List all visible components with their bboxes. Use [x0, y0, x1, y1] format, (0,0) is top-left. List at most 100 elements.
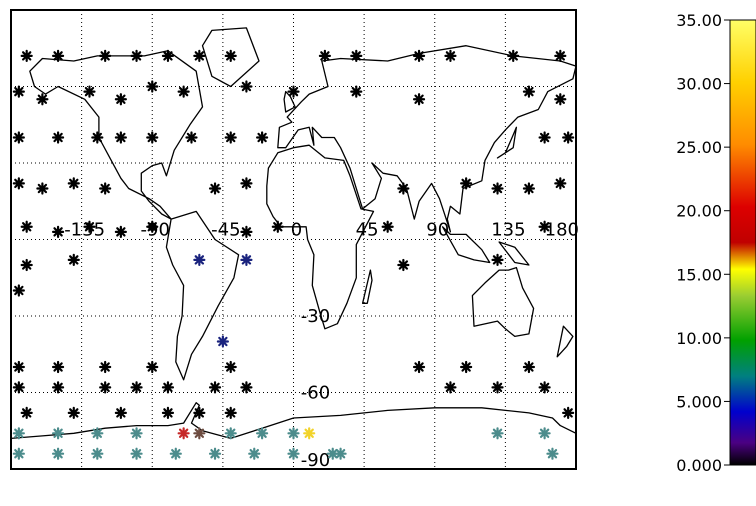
station-marker [398, 260, 408, 270]
station-marker [14, 87, 24, 97]
station-marker [336, 449, 346, 459]
colorbar-tick-label: 15.00 [676, 265, 722, 284]
station-marker [289, 428, 299, 438]
station-marker [53, 51, 63, 61]
station-marker [179, 87, 189, 97]
station-marker [100, 51, 110, 61]
station-marker [163, 382, 173, 392]
station-marker [540, 133, 550, 143]
colorbar-tick-label: 0.000 [676, 456, 722, 475]
station-marker [92, 428, 102, 438]
station-marker [53, 133, 63, 143]
station-marker [84, 222, 94, 232]
latitude-label: -60 [301, 383, 330, 404]
station-marker [194, 255, 204, 265]
station-marker [445, 382, 455, 392]
station-marker [210, 382, 220, 392]
colorbar-tick-label: 35.00 [676, 11, 722, 30]
station-marker [92, 449, 102, 459]
station-marker [493, 428, 503, 438]
australia-coast [472, 268, 533, 337]
station-marker [304, 428, 314, 438]
colorbar-ticks: 35.0030.0025.0020.0015.0010.005.0000.000 [676, 11, 730, 475]
colorbar-panel: 35.00 30.00 25.00 20.00 15.00 10.00 5.000 0.000 [600, 0, 756, 502]
station-marker [53, 362, 63, 372]
station-marker [241, 382, 251, 392]
station-marker [289, 87, 299, 97]
station-marker [524, 87, 534, 97]
station-marker [241, 178, 251, 188]
station-marker [257, 133, 267, 143]
station-marker [273, 222, 283, 232]
station-marker [563, 133, 573, 143]
station-marker [194, 408, 204, 418]
station-marker [147, 82, 157, 92]
station-marker [493, 255, 503, 265]
latitude-labels: -30 -60 -90 [301, 306, 330, 471]
station-marker [461, 178, 471, 188]
station-marker [14, 428, 24, 438]
station-marker [414, 94, 424, 104]
station-marker [179, 428, 189, 438]
station-marker [320, 51, 330, 61]
station-marker [555, 51, 565, 61]
station-marker [116, 94, 126, 104]
station-marker [241, 255, 251, 265]
longitude-label: 45 [356, 220, 379, 241]
longitude-label: 0 [291, 220, 302, 241]
station-marker [22, 222, 32, 232]
station-marker [257, 428, 267, 438]
station-marker [14, 382, 24, 392]
colorbar-tick-label: 30.00 [676, 75, 722, 94]
station-marker [241, 227, 251, 237]
station-marker [14, 449, 24, 459]
station-marker [163, 51, 173, 61]
station-marker [186, 133, 196, 143]
station-marker [414, 51, 424, 61]
new-guinea-coast [499, 242, 529, 265]
world-map-panel: -135 -90 -45 0 45 90 135 180 -30 -60 -90 [0, 0, 590, 502]
colorbar: 35.0030.0025.0020.0015.0010.005.0000.000 [600, 0, 756, 502]
longitude-label: 180 [545, 220, 579, 241]
longitude-label: 90 [426, 220, 449, 241]
station-marker [194, 51, 204, 61]
station-marker [289, 449, 299, 459]
station-marker [555, 178, 565, 188]
station-marker [226, 133, 236, 143]
station-marker [132, 51, 142, 61]
station-marker [147, 362, 157, 372]
station-marker [540, 222, 550, 232]
colorbar-ramp [730, 20, 756, 465]
station-marker [100, 382, 110, 392]
eurasia-coast [278, 46, 576, 232]
longitude-label: 135 [491, 220, 525, 241]
station-marker [383, 222, 393, 232]
station-marker [14, 178, 24, 188]
station-marker [14, 133, 24, 143]
station-marker [69, 255, 79, 265]
station-marker [132, 428, 142, 438]
station-marker [524, 184, 534, 194]
station-marker [100, 184, 110, 194]
station-marker [508, 51, 518, 61]
station-marker [116, 227, 126, 237]
station-marker [37, 184, 47, 194]
station-marker [226, 428, 236, 438]
longitude-label: -135 [64, 220, 105, 241]
station-marker [100, 362, 110, 372]
japan-coast [498, 127, 517, 158]
station-marker [218, 337, 228, 347]
station-marker [414, 362, 424, 372]
station-marker [132, 449, 142, 459]
station-marker [493, 382, 503, 392]
colorbar-tick-label: 5.000 [676, 392, 722, 411]
station-marker [210, 184, 220, 194]
station-marker [226, 408, 236, 418]
station-marker [14, 286, 24, 296]
colorbar-tick-label: 25.00 [676, 138, 722, 157]
station-marker [194, 428, 204, 438]
station-marker [563, 408, 573, 418]
world-map: -135 -90 -45 0 45 90 135 180 -30 -60 -90 [0, 0, 590, 502]
station-marker [351, 87, 361, 97]
station-marker [171, 449, 181, 459]
